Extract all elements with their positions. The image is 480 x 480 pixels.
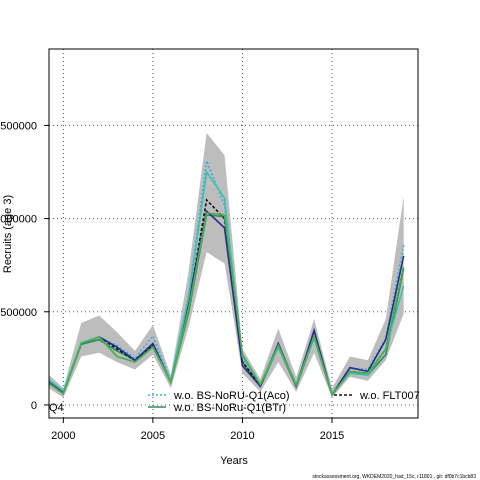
y-tick-label-1000000: 000000 — [0, 214, 37, 226]
x-tick-label-2005: 2005 — [141, 430, 165, 442]
plot-frame — [48, 48, 419, 419]
y-axis-label: Recruits (age 3) — [2, 195, 14, 273]
x-tick-label-2010: 2010 — [230, 430, 254, 442]
legend: w.o. BS-NoRU-Q1(Aco) w.o. BS-NoRu-Q1(BTr… — [49, 390, 420, 414]
confidence-band — [49, 132, 404, 398]
y-tick-label-500000: 500000 — [0, 307, 37, 319]
series-line-5 — [49, 212, 405, 397]
legend-label-q4: Q4 — [49, 402, 64, 414]
x-tick-label-2015: 2015 — [320, 430, 344, 442]
series-lines — [49, 157, 405, 397]
x-axis: 2000 2005 2010 2015 — [51, 418, 344, 442]
x-axis-label: Years — [220, 455, 248, 467]
footer-credit: stockassessment.org, WKDEM2020_had_15c, … — [312, 474, 476, 480]
y-axis: 0 500000 000000 500000 — [0, 120, 49, 412]
y-tick-label-1500000: 500000 — [0, 120, 37, 132]
y-tick-label-0: 0 — [31, 400, 37, 412]
legend-label-btr: w.o. BS-NoRu-Q1(BTr) — [173, 402, 286, 414]
legend-label-aco: w.o. BS-NoRU-Q1(Aco) — [173, 390, 290, 402]
x-tick-label-2000: 2000 — [51, 430, 75, 442]
legend-label-flt007: w.o. FLT007 — [359, 390, 420, 402]
series-line-3 — [49, 209, 405, 397]
